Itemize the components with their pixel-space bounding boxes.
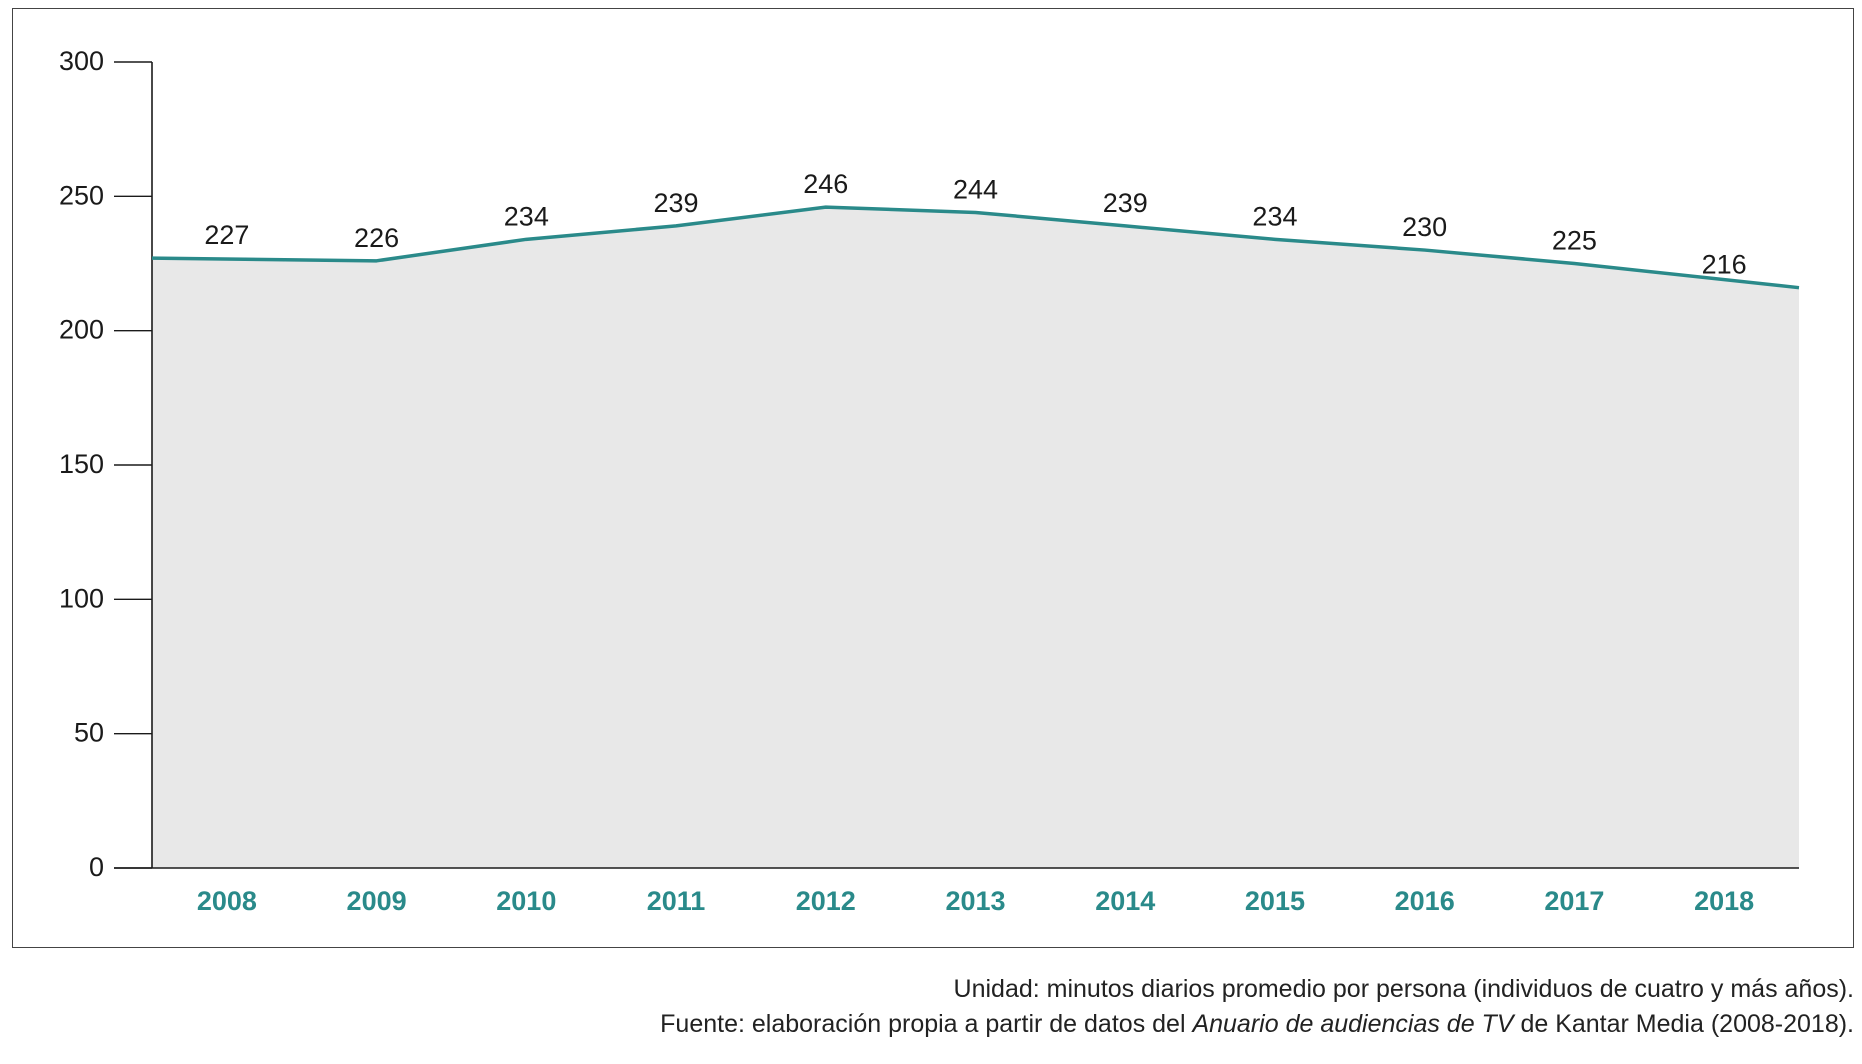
x-tick-label: 2015	[1245, 886, 1305, 916]
y-tick-label: 100	[59, 583, 104, 613]
x-tick-label: 2010	[496, 886, 556, 916]
caption-source-prefix: Fuente: elaboración propia a partir de d…	[660, 1010, 1193, 1038]
data-label: 227	[204, 220, 249, 250]
data-label: 234	[504, 201, 549, 231]
data-label: 226	[354, 223, 399, 253]
data-label: 244	[953, 174, 998, 204]
data-label: 239	[654, 188, 699, 218]
y-tick-label: 250	[59, 180, 104, 210]
x-tick-label: 2016	[1395, 886, 1455, 916]
x-tick-label: 2008	[197, 886, 257, 916]
y-tick-label: 0	[89, 852, 104, 882]
data-label: 225	[1552, 226, 1597, 256]
data-label: 239	[1103, 188, 1148, 218]
x-tick-label: 2012	[796, 886, 856, 916]
chart-frame	[12, 8, 1854, 948]
caption-source: Fuente: elaboración propia a partir de d…	[660, 1010, 1854, 1039]
y-tick-label: 50	[74, 718, 104, 748]
data-label: 230	[1402, 212, 1447, 242]
x-tick-label: 2011	[647, 886, 706, 916]
caption-unit: Unidad: minutos diarios promedio por per…	[953, 975, 1854, 1003]
x-tick-label: 2009	[347, 886, 407, 916]
series-line	[151, 205, 1800, 290]
data-label: 216	[1702, 250, 1747, 280]
data-label: 246	[803, 169, 848, 199]
y-tick-label: 150	[59, 449, 104, 479]
data-label: 234	[1252, 201, 1297, 231]
x-tick-label: 2018	[1694, 886, 1754, 916]
area-fill	[152, 207, 1799, 868]
x-tick-label: 2013	[945, 886, 1005, 916]
caption-source-suffix: de Kantar Media (2008-2018).	[1513, 1010, 1854, 1038]
y-tick-label: 200	[59, 315, 104, 345]
x-tick-label: 2014	[1095, 886, 1155, 916]
x-tick-label: 2017	[1544, 886, 1604, 916]
y-tick-label: 300	[59, 46, 104, 76]
caption-source-italic: Anuario de audiencias de TV	[1192, 1010, 1514, 1038]
area-chart: 0 50 100 150 200 250 300 227 226 234 239 246 244 239 2…	[59, 46, 1800, 916]
